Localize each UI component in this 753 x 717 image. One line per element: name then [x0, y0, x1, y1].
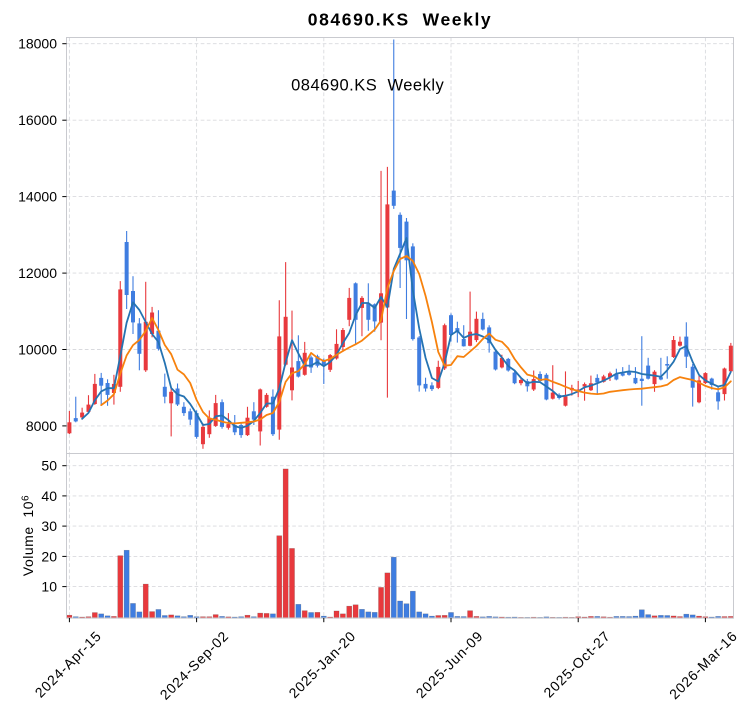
- svg-text:16000: 16000: [18, 112, 57, 128]
- svg-text:Volume 106: Volume 106: [20, 495, 36, 576]
- svg-text:50: 50: [41, 458, 57, 474]
- svg-text:10: 10: [41, 579, 57, 595]
- svg-text:084690.KS Weekly: 084690.KS Weekly: [308, 10, 493, 30]
- svg-text:20: 20: [41, 548, 57, 564]
- svg-text:8000: 8000: [26, 418, 57, 434]
- svg-text:12000: 12000: [18, 265, 57, 281]
- svg-text:40: 40: [41, 488, 57, 504]
- svg-text:30: 30: [41, 518, 57, 534]
- svg-text:14000: 14000: [18, 189, 57, 205]
- svg-text:084690.KS Weekly: 084690.KS Weekly: [291, 77, 444, 95]
- svg-text:10000: 10000: [18, 341, 57, 357]
- svg-text:18000: 18000: [18, 36, 57, 52]
